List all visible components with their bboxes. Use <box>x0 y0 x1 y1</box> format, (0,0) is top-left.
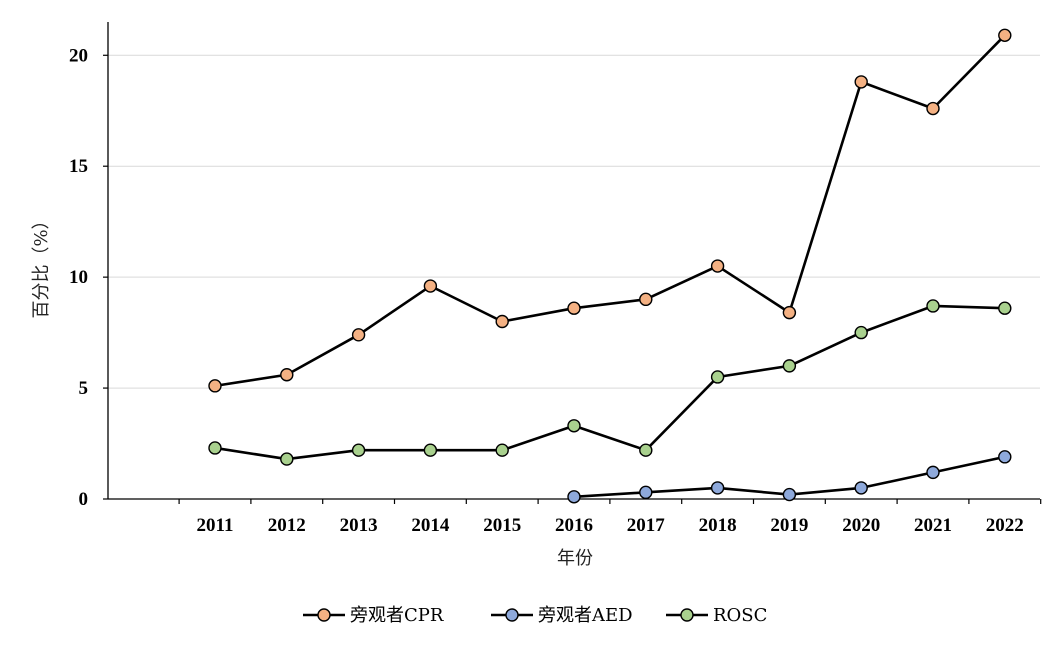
legend-label: 旁观者CPR <box>350 605 444 626</box>
data-point <box>998 301 1012 315</box>
series-group <box>208 28 1012 393</box>
data-point <box>782 305 797 320</box>
y-tick-label: 10 <box>69 267 88 288</box>
data-point <box>710 481 725 495</box>
legend-marker <box>317 608 331 622</box>
legend-label: ROSC <box>713 605 767 626</box>
y-tick-label: 5 <box>79 378 89 399</box>
legend: 旁观者CPR 旁观者AED ROSC <box>303 605 767 626</box>
series-layer <box>208 28 1012 504</box>
legend-item: 旁观者CPR <box>303 605 444 626</box>
data-point <box>639 485 653 500</box>
data-point <box>208 379 222 393</box>
x-tick-label: 2018 <box>699 515 737 536</box>
data-point <box>854 75 868 89</box>
series-line <box>214 34 1006 388</box>
legend-item: 旁观者AED <box>491 605 633 626</box>
series-group <box>567 450 1012 504</box>
legend-marker <box>505 608 519 622</box>
legend-label: 旁观者AED <box>538 605 633 626</box>
data-point <box>926 465 940 480</box>
data-point <box>998 450 1012 464</box>
data-point <box>710 370 725 384</box>
data-point <box>926 101 940 116</box>
data-point <box>710 259 725 273</box>
data-point <box>782 487 797 502</box>
data-point <box>567 301 581 315</box>
x-tick-label: 2011 <box>197 515 234 536</box>
series-group <box>208 299 1012 466</box>
y-tick-label: 15 <box>69 156 88 177</box>
x-tick-label: 2020 <box>842 515 880 536</box>
data-point <box>998 28 1012 43</box>
data-point <box>926 299 940 313</box>
data-point <box>423 279 438 293</box>
x-tick-label: 2014 <box>411 515 450 536</box>
x-tick-label: 2022 <box>986 515 1024 536</box>
x-tick-label: 2013 <box>340 515 378 536</box>
x-tick-label: 2016 <box>555 515 593 536</box>
x-tick-label: 2015 <box>483 515 521 536</box>
data-point <box>280 368 294 382</box>
data-point <box>423 443 438 457</box>
y-axis-title: 百分比（%） <box>31 211 52 318</box>
data-point <box>567 490 581 504</box>
legend-marker <box>680 608 694 622</box>
gridlines <box>108 54 1040 389</box>
data-point <box>495 314 509 329</box>
y-tick-label: 0 <box>79 489 89 510</box>
data-point <box>208 441 222 455</box>
data-point <box>854 325 868 340</box>
x-tick-label: 2021 <box>914 515 952 536</box>
data-point <box>639 292 653 307</box>
x-tick-label: 2019 <box>770 515 808 536</box>
series-line <box>214 304 1005 461</box>
data-point <box>854 481 868 495</box>
y-tick-label: 20 <box>69 45 88 66</box>
axis-labels: 年份 百分比（%） <box>31 211 593 569</box>
data-point <box>351 443 366 457</box>
data-point <box>351 328 366 342</box>
axes: 0 5 10 15 20 2011 2012 2013 2014 2015 2016 2017 2018… <box>69 22 1042 536</box>
data-point <box>495 443 509 457</box>
data-point <box>639 443 653 457</box>
x-tick-label: 2012 <box>268 515 306 536</box>
x-tick-label: 2017 <box>627 515 666 536</box>
x-axis-title: 年份 <box>557 548 593 569</box>
data-point <box>280 452 294 466</box>
legend-item: ROSC <box>666 605 767 626</box>
data-point <box>567 419 581 433</box>
data-point <box>782 359 797 373</box>
